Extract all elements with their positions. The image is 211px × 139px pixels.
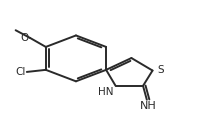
Text: S: S xyxy=(157,65,164,75)
Text: HN: HN xyxy=(97,87,113,97)
Text: NH: NH xyxy=(139,101,156,111)
Text: O: O xyxy=(21,33,29,43)
Text: Cl: Cl xyxy=(16,67,26,77)
